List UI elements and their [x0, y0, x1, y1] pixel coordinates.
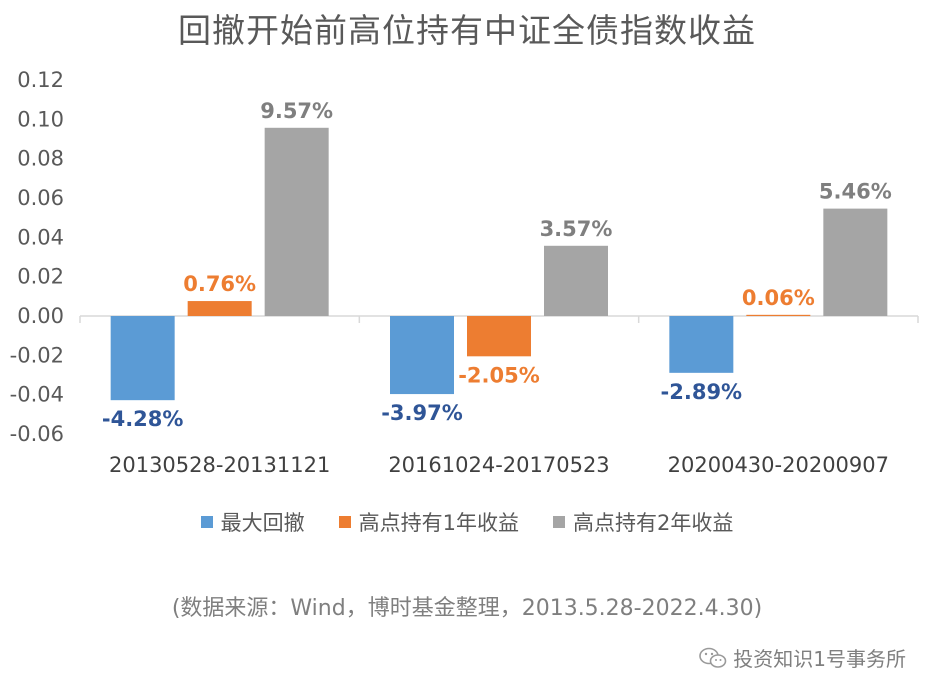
legend-label: 高点持有1年收益: [358, 511, 519, 535]
bar: [669, 316, 734, 373]
legend-item: 最大回撤: [200, 507, 305, 537]
y-tick-label: 0.10: [17, 107, 64, 131]
data-label: 5.46%: [819, 180, 892, 204]
category-label: 20130528-20131121: [109, 453, 330, 477]
y-tick-label: 0.12: [17, 68, 64, 92]
legend-swatch: [553, 516, 565, 528]
watermark-text: 投资知识1号事务所: [733, 647, 906, 671]
y-tick-label: 0.06: [17, 186, 64, 210]
source-note: (数据来源：Wind，博时基金整理，2013.5.28-2022.4.30): [171, 596, 763, 621]
data-label: -3.97%: [381, 401, 463, 425]
y-tick-label: -0.06: [10, 422, 64, 446]
legend-label: 最大回撤: [220, 511, 305, 535]
y-tick-label: 0.04: [17, 225, 64, 249]
bar: [264, 127, 329, 316]
bar: [187, 301, 252, 316]
data-label: 0.06%: [742, 286, 815, 310]
legend-swatch: [338, 516, 351, 528]
y-tick-label: 0.08: [17, 147, 64, 171]
legend-label: 高点持有2年收益: [573, 511, 734, 535]
data-label: -4.28%: [102, 407, 184, 431]
y-tick-label: -0.04: [10, 383, 64, 407]
legend-item: 高点持有2年收益: [553, 507, 733, 537]
y-tick-label: 0.00: [17, 304, 64, 328]
bars-group: [110, 127, 888, 401]
legend-item: 高点持有1年收益: [338, 507, 519, 537]
y-tick-label: 0.02: [17, 265, 64, 289]
y-tick-label: -0.02: [10, 343, 64, 367]
watermark: 投资知识1号事务所: [699, 643, 906, 672]
data-label: -2.05%: [458, 363, 540, 387]
legend: 最大回撤 高点持有1年收益 高点持有2年收益: [0, 507, 934, 537]
chart-title: 回撤开始前高位持有中证全债指数收益: [178, 11, 756, 50]
bar-chart: 0.12 0.10 0.08 0.06 0.04 0.02 0.00 -0.02 -0.04 -0…: [10, 68, 919, 477]
data-label: -2.89%: [661, 380, 743, 404]
data-label: 3.57%: [540, 217, 613, 241]
category-label: 20200430-20200907: [668, 453, 889, 477]
y-axis: 0.12 0.10 0.08 0.06 0.04 0.02 0.00 -0.02 -0.04 -0…: [10, 68, 918, 446]
data-labels-group: -4.28% 0.76% 9.57% -3.97% -2.05% 3.57% -2.89% 0…: [102, 99, 892, 431]
bar: [390, 316, 454, 395]
bar: [746, 314, 811, 317]
wechat-icon: [699, 647, 727, 668]
legend-swatch: [200, 516, 213, 528]
category-axis: 20130528-20131121 20161024-20170523 202004…: [79, 316, 919, 477]
bar: [110, 316, 175, 401]
bar: [823, 208, 888, 316]
data-label: 9.57%: [260, 99, 333, 123]
data-label: 0.76%: [183, 272, 256, 296]
bar: [467, 316, 531, 357]
category-label: 20161024-20170523: [388, 453, 609, 477]
bar: [544, 245, 608, 316]
